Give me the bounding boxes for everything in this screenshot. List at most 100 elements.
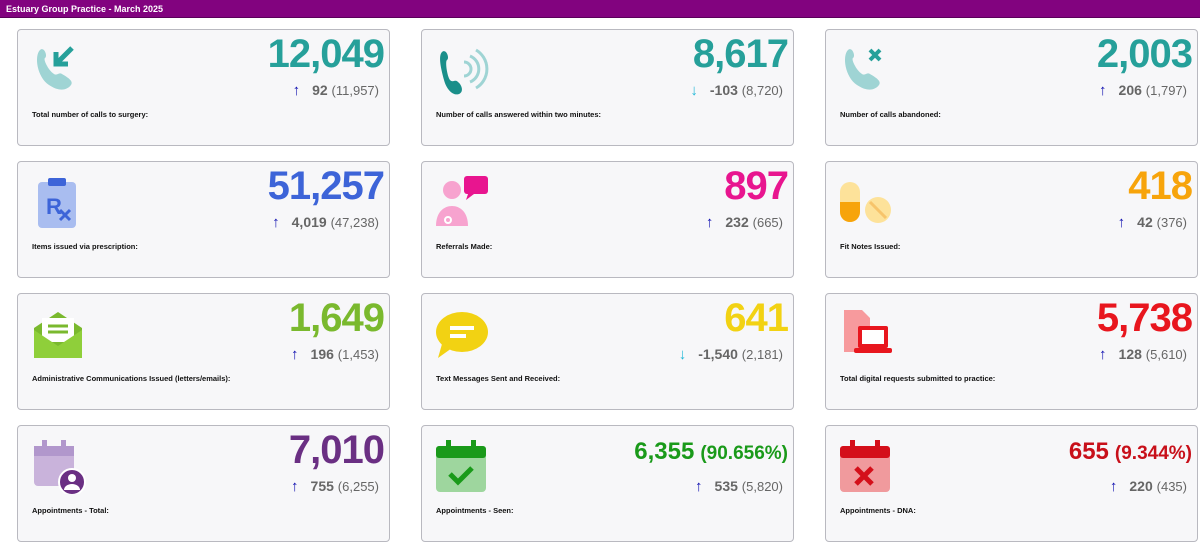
kpi-label: Fit Notes Issued: [840, 242, 901, 251]
kpi-number: 8,617 [692, 32, 789, 76]
kpi-previous-value: (5,610) [1145, 347, 1187, 362]
calendar-x-icon [840, 440, 890, 492]
phone-missed-icon [845, 48, 882, 90]
kpi-change-value: 42 [1137, 214, 1153, 230]
kpi-card: 641 ↓ -1,540 (2,181) Text Messages Sent a… [421, 293, 794, 410]
calendar-user-icon [34, 440, 86, 494]
kpi-previous-value: (11,957) [331, 83, 379, 98]
kpi-label: Total digital requests submitted to prac… [840, 374, 996, 383]
kpi-label: Number of calls abandoned: [840, 110, 941, 119]
kpi-change: ↑ 196 (1,453) [291, 346, 379, 363]
kpi-number: 418 [1128, 164, 1193, 208]
arrow-up-icon: ↑ [1099, 346, 1107, 363]
kpi-value: 51,257 [267, 164, 385, 209]
kpi-card: 12,049 ↑ 92 (11,957) Total number of call… [17, 29, 390, 146]
kpi-number: 5,738 [1096, 296, 1193, 340]
kpi-value: 5,738 [1096, 296, 1193, 341]
kpi-card: 5,738 ↑ 128 (5,610) Total digital request… [825, 293, 1198, 410]
kpi-number: 1,649 [288, 296, 385, 340]
arrow-up-icon: ↑ [1099, 82, 1107, 99]
kpi-change: ↑ 535 (5,820) [695, 478, 783, 495]
kpi-change-value: 220 [1129, 478, 1153, 494]
kpi-change: ↑ 42 (376) [1118, 214, 1187, 231]
kpi-previous-value: (5,820) [741, 479, 783, 494]
kpi-value: 418 [1128, 164, 1193, 209]
kpi-number: 655 [1068, 438, 1109, 465]
kpi-previous-value: (376) [1156, 215, 1187, 230]
kpi-number: 7,010 [288, 428, 385, 472]
doctor-referral-icon [436, 176, 488, 226]
kpi-card: 7,010 ↑ 755 (6,255) Appointments - Total: [17, 425, 390, 542]
kpi-change: ↑ 4,019 (47,238) [272, 214, 379, 231]
kpi-number: 51,257 [267, 164, 385, 208]
kpi-previous-value: (435) [1156, 479, 1187, 494]
kpi-card: 1,649 ↑ 196 (1,453) Administrative Commun… [17, 293, 390, 410]
kpi-value: 7,010 [288, 428, 385, 473]
calendar-check-icon [436, 440, 486, 492]
kpi-label: Total number of calls to surgery: [32, 110, 149, 119]
arrow-down-icon: ↓ [690, 82, 698, 99]
kpi-previous-value: (665) [752, 215, 783, 230]
kpi-value: 1,649 [288, 296, 385, 341]
kpi-label: Appointments - Total: [32, 506, 109, 515]
kpi-change-value: 128 [1118, 346, 1142, 362]
kpi-change: ↑ 220 (435) [1110, 478, 1187, 495]
kpi-number: 897 [724, 164, 789, 208]
kpi-previous-value: (2,181) [741, 347, 783, 362]
kpi-value: 2,003 [1096, 32, 1193, 77]
kpi-percent: (90.656%) [700, 443, 788, 464]
kpi-change-value: 196 [310, 346, 334, 362]
prescription-clipboard-icon: R [38, 178, 76, 228]
kpi-previous-value: (47,238) [330, 215, 379, 230]
arrow-up-icon: ↑ [292, 82, 301, 99]
kpi-change: ↑ 232 (665) [706, 214, 783, 231]
kpi-value: 897 [724, 164, 789, 209]
kpi-change-value: 92 [312, 82, 328, 98]
kpi-previous-value: (1,797) [1145, 83, 1187, 98]
kpi-label: Referrals Made: [436, 242, 493, 251]
kpi-card: 418 ↑ 42 (376) Fit Notes Issued: [825, 161, 1198, 278]
kpi-previous-value: (8,720) [741, 83, 783, 98]
kpi-change-value: 535 [714, 478, 738, 494]
kpi-number: 641 [724, 296, 789, 340]
digital-request-icon [844, 310, 892, 353]
kpi-number: 12,049 [267, 32, 385, 76]
kpi-card: 2,003 ↑ 206 (1,797) Number of calls aband… [825, 29, 1198, 146]
open-envelope-icon [34, 312, 82, 358]
kpi-value: 12,049 [267, 32, 385, 77]
svg-text:R: R [46, 194, 62, 219]
kpi-percent: (9.344%) [1114, 443, 1192, 464]
kpi-change: ↓ -1,540 (2,181) [679, 346, 783, 363]
arrow-up-icon: ↑ [272, 214, 280, 231]
kpi-label: Items issued via prescription: [32, 242, 138, 251]
arrow-up-icon: ↑ [291, 346, 299, 363]
kpi-change: ↑ 206 (1,797) [1099, 82, 1187, 99]
kpi-previous-value: (6,255) [337, 479, 379, 494]
kpi-label: Administrative Communications Issued (le… [32, 374, 231, 383]
arrow-up-icon: ↑ [705, 214, 714, 231]
kpi-label: Number of calls answered within two minu… [436, 110, 602, 119]
kpi-value: 655 (9.344%) [1069, 438, 1192, 466]
kpi-change: ↑ 755 (6,255) [291, 478, 379, 495]
kpi-label: Text Messages Sent and Received: [436, 374, 561, 383]
arrow-up-icon: ↑ [1109, 478, 1118, 495]
kpi-card: 897 ↑ 232 (665) Referrals Made: [421, 161, 794, 278]
kpi-card: 8,617 ↓ -103 (8,720) Number of calls answ… [421, 29, 794, 146]
kpi-label: Appointments - Seen: [436, 506, 514, 515]
kpi-change: ↓ -103 (8,720) [690, 82, 783, 99]
kpi-card: 6,355 (90.656%) ↑ 535 (5,820) Appointments… [421, 425, 794, 542]
kpi-change-value: -1,540 [698, 346, 738, 362]
kpi-change-value: -103 [709, 82, 738, 98]
kpi-number: 6,355 [634, 438, 695, 465]
kpi-change-value: 206 [1118, 82, 1142, 98]
kpi-card: R 51,257 ↑ 4,019 (47,238) Items issued vi… [17, 161, 390, 278]
kpi-value: 641 [724, 296, 789, 341]
arrow-up-icon: ↑ [695, 478, 703, 495]
kpi-number: 2,003 [1096, 32, 1193, 76]
kpi-label: Appointments - DNA: [840, 506, 916, 515]
kpi-change-value: 4,019 [291, 214, 327, 230]
chat-bubble-icon [436, 312, 488, 358]
kpi-card: 655 (9.344%) ↑ 220 (435) Appointments - DN… [825, 425, 1198, 542]
kpi-change-value: 755 [310, 478, 334, 494]
arrow-up-icon: ↑ [1117, 214, 1126, 231]
